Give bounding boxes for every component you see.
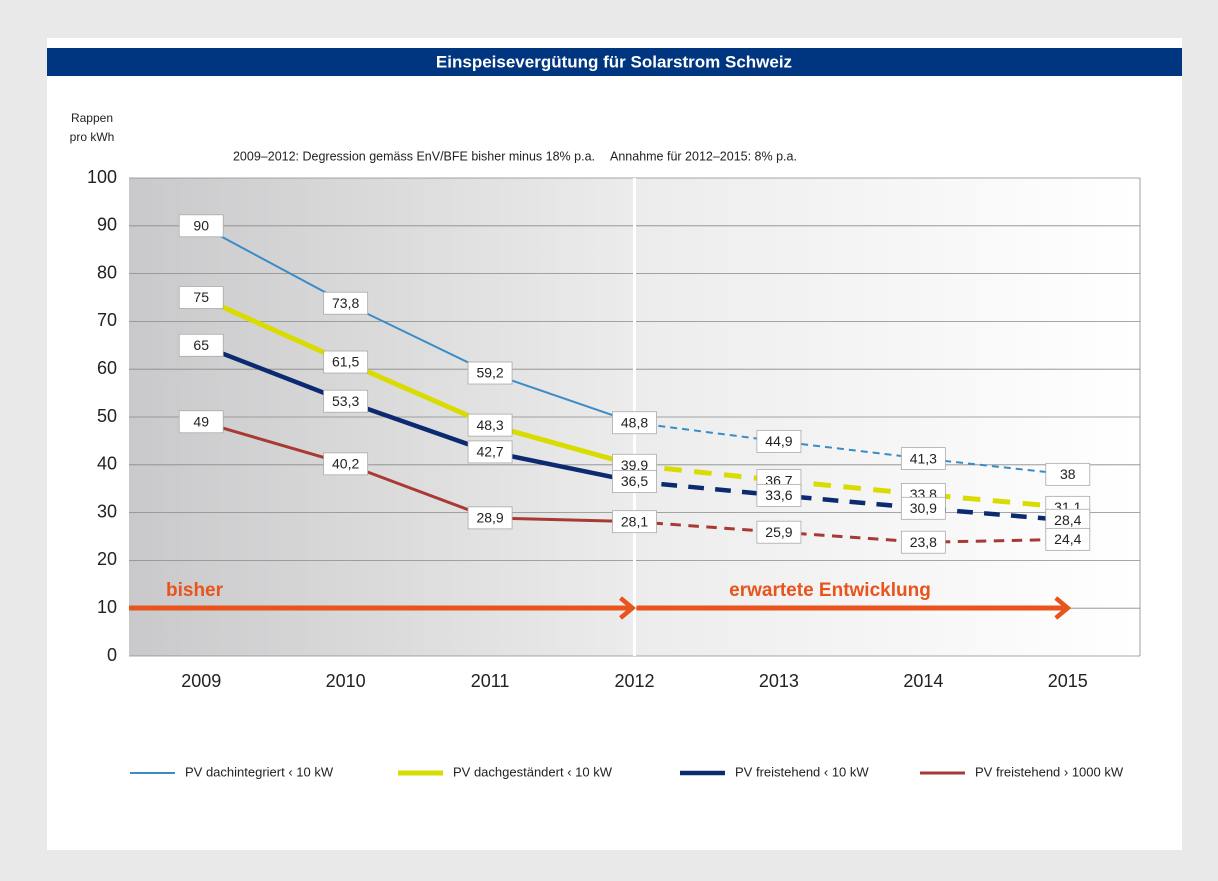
x-tick-label: 2015 xyxy=(1048,671,1088,691)
label-box xyxy=(1045,527,1091,551)
x-tick-label: 2013 xyxy=(759,671,799,691)
title-bar xyxy=(47,48,1182,76)
x-tick-label: 2009 xyxy=(181,671,221,691)
label-box xyxy=(178,333,224,357)
data-label: 75 xyxy=(193,289,209,305)
y-tick-label: 10 xyxy=(97,597,117,617)
data-label: 40,2 xyxy=(332,456,359,472)
annotation: Annahme für 2012–2015: 8% p.a. xyxy=(610,149,797,163)
y-tick-label: 30 xyxy=(97,501,117,521)
y-tick-label: 0 xyxy=(107,645,117,665)
data-label: 28,9 xyxy=(476,510,503,526)
y-tick-label: 20 xyxy=(97,549,117,569)
label-box xyxy=(467,440,513,464)
series-line xyxy=(200,295,636,468)
y-tick-label: 50 xyxy=(97,406,117,426)
data-label: 44,9 xyxy=(765,433,792,449)
data-label: 41,3 xyxy=(910,450,937,466)
label-box xyxy=(612,411,657,435)
label-box xyxy=(178,214,224,238)
arrow-head xyxy=(1054,596,1072,620)
data-label: 36,5 xyxy=(621,473,648,489)
series-line-forecast xyxy=(634,479,1068,523)
period-label: bisher xyxy=(166,580,224,601)
x-tick-label: 2011 xyxy=(471,671,510,691)
data-label: 42,7 xyxy=(476,444,503,460)
label-box xyxy=(612,470,657,493)
legend-label: PV dachgeständert ‹ 10 kW xyxy=(453,764,613,779)
data-label: 49 xyxy=(193,413,209,429)
series-line-forecast xyxy=(634,462,1069,510)
label-box xyxy=(178,286,224,309)
data-label: 30,9 xyxy=(910,500,937,516)
data-label: 59,2 xyxy=(476,365,503,381)
label-box xyxy=(756,483,802,507)
label-box xyxy=(900,447,946,470)
data-label: 33,6 xyxy=(765,487,792,503)
data-label: 73,8 xyxy=(332,295,359,311)
y-tick-label: 100 xyxy=(87,167,117,187)
y-tick-label: 40 xyxy=(97,454,117,474)
series-line xyxy=(200,420,635,524)
series-line-forecast xyxy=(634,520,1068,544)
series-line xyxy=(200,343,635,484)
data-label: 28,1 xyxy=(621,513,648,529)
chart-title: Einspeisevergütung für Solarstrom Schwei… xyxy=(436,52,792,71)
label-box xyxy=(900,496,946,520)
x-tick-label: 2010 xyxy=(326,671,366,691)
data-label: 48,3 xyxy=(476,417,503,433)
x-tick-label: 2012 xyxy=(614,671,654,691)
data-label: 24,4 xyxy=(1054,531,1081,547)
label-box xyxy=(323,350,369,374)
legend-label: PV freistehend › 1000 kW xyxy=(975,764,1124,779)
data-label: 65 xyxy=(193,337,209,353)
label-box xyxy=(756,429,802,453)
y-axis-label: pro kWh xyxy=(70,130,115,144)
data-label: 39,9 xyxy=(621,457,648,473)
data-label: 23,8 xyxy=(910,534,937,550)
label-box xyxy=(756,520,802,544)
data-label: 28,4 xyxy=(1054,512,1081,528)
legend-label: PV dachintegriert ‹ 10 kW xyxy=(185,764,334,779)
y-tick-label: 60 xyxy=(97,358,117,378)
data-label: 48,8 xyxy=(621,414,648,430)
label-box xyxy=(900,530,946,554)
y-tick-label: 70 xyxy=(97,310,117,330)
label-box xyxy=(1045,462,1091,486)
annotation: 2009–2012: Degression gemäss EnV/BFE bis… xyxy=(233,149,595,163)
label-box xyxy=(323,389,369,413)
label-box xyxy=(323,291,369,315)
data-label: 90 xyxy=(193,218,209,234)
series-line xyxy=(200,224,635,424)
label-box xyxy=(467,506,513,530)
y-axis-label: Rappen xyxy=(71,111,113,125)
series-line-forecast xyxy=(634,421,1068,476)
y-tick-label: 80 xyxy=(97,262,117,282)
data-label: 38 xyxy=(1060,466,1076,482)
label-box xyxy=(467,361,513,385)
legend-label: PV freistehend ‹ 10 kW xyxy=(735,764,869,779)
period-label: erwartete Entwicklung xyxy=(729,580,931,601)
label-box xyxy=(178,410,224,434)
label-box xyxy=(323,452,369,476)
y-tick-label: 90 xyxy=(97,215,117,235)
data-label: 61,5 xyxy=(332,354,359,370)
label-box xyxy=(612,510,657,534)
arrow-head xyxy=(619,596,637,620)
x-tick-label: 2014 xyxy=(903,671,943,691)
data-label: 53,3 xyxy=(332,393,359,409)
data-label: 25,9 xyxy=(765,524,792,540)
label-box xyxy=(467,413,513,437)
